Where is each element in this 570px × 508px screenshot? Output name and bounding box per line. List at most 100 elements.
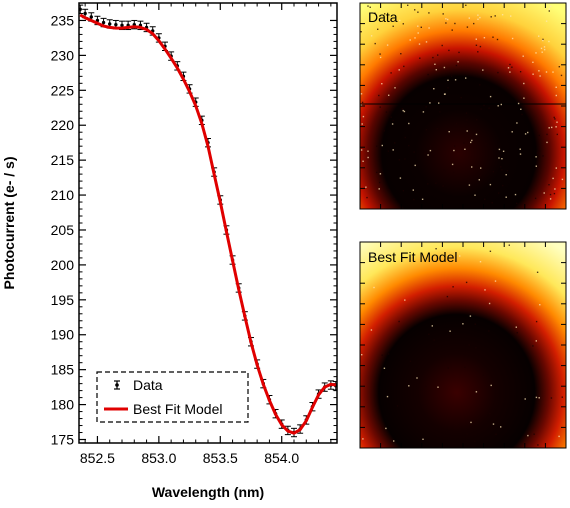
- noise-pixel: [425, 385, 427, 387]
- noise-pixel: [545, 20, 548, 22]
- noise-pixel: [445, 18, 447, 20]
- noise-pixel: [500, 103, 502, 106]
- noise-pixel: [431, 325, 433, 327]
- noise-pixel: [425, 41, 428, 43]
- noise-pixel: [454, 79, 457, 81]
- noise-pixel: [556, 121, 558, 123]
- noise-pixel: [428, 27, 430, 29]
- model-image: [360, 242, 566, 448]
- noise-pixel: [550, 397, 553, 399]
- noise-pixel: [392, 119, 394, 122]
- y-tick-label: 225: [51, 82, 75, 98]
- noise-pixel: [501, 158, 503, 160]
- noise-pixel: [369, 6, 371, 8]
- noise-pixel: [479, 84, 481, 86]
- noise-pixel: [459, 255, 461, 257]
- noise-pixel: [548, 127, 550, 129]
- noise-pixel: [454, 145, 456, 147]
- noise-pixel: [390, 72, 392, 74]
- noise-pixel: [545, 71, 548, 73]
- noise-pixel: [414, 37, 416, 39]
- noise-pixel: [427, 183, 429, 185]
- noise-pixel: [366, 196, 368, 199]
- noise-pixel: [457, 61, 459, 63]
- noise-pixel: [509, 63, 511, 66]
- noise-pixel: [543, 192, 545, 194]
- noise-pixel: [361, 101, 364, 104]
- noise-pixel: [465, 77, 467, 79]
- noise-pixel: [370, 329, 373, 331]
- noise-pixel: [439, 111, 441, 113]
- noise-pixel: [489, 412, 491, 415]
- y-tick-label: 195: [51, 292, 75, 308]
- noise-pixel: [554, 188, 556, 190]
- noise-pixel: [448, 49, 450, 52]
- noise-pixel: [538, 70, 540, 72]
- noise-pixel: [449, 330, 451, 332]
- noise-pixel: [447, 87, 449, 89]
- noise-pixel: [391, 123, 394, 125]
- noise-pixel: [433, 339, 435, 341]
- noise-pixel: [535, 165, 537, 167]
- noise-pixel: [479, 261, 482, 263]
- noise-pixel: [416, 164, 418, 166]
- noise-pixel: [500, 166, 502, 168]
- noise-pixel: [549, 198, 552, 200]
- noise-pixel: [387, 353, 390, 355]
- noise-pixel: [500, 426, 502, 428]
- noise-pixel: [471, 166, 473, 168]
- noise-pixel: [379, 56, 382, 59]
- noise-pixel: [417, 11, 419, 13]
- noise-pixel: [479, 175, 481, 177]
- best-fit-line: [79, 13, 337, 435]
- noise-pixel: [388, 189, 390, 191]
- noise-pixel: [552, 71, 554, 73]
- noise-pixel: [385, 111, 388, 113]
- y-tick-label: 215: [51, 152, 75, 168]
- noise-pixel: [398, 69, 400, 71]
- noise-pixel: [475, 44, 478, 46]
- noise-pixel: [511, 131, 513, 133]
- noise-pixel: [432, 56, 434, 59]
- x-axis-label: Wavelength (nm): [152, 484, 264, 500]
- noise-pixel: [403, 110, 406, 113]
- noise-pixel: [541, 51, 543, 53]
- noise-pixel: [390, 116, 392, 118]
- noise-pixel: [408, 122, 410, 125]
- noise-pixel: [511, 37, 514, 40]
- noise-pixel: [367, 156, 369, 159]
- noise-pixel: [412, 189, 414, 191]
- noise-pixel: [451, 163, 454, 166]
- noise-pixel: [448, 131, 450, 133]
- noise-pixel: [536, 152, 539, 154]
- noise-pixel: [437, 386, 439, 388]
- noise-pixel: [543, 46, 546, 48]
- noise-pixel: [535, 156, 537, 158]
- noise-pixel: [492, 36, 494, 38]
- noise-pixel: [392, 25, 394, 27]
- noise-pixel: [497, 71, 499, 74]
- noise-pixel: [450, 73, 453, 75]
- y-tick-label: 235: [51, 12, 75, 28]
- noise-pixel: [462, 175, 465, 177]
- noise-pixel: [360, 104, 363, 106]
- noise-pixel: [474, 323, 476, 325]
- noise-pixel: [443, 169, 445, 171]
- y-axis-label: Photocurrent (e- / s): [1, 156, 17, 289]
- noise-pixel: [373, 12, 375, 14]
- noise-pixel: [460, 96, 462, 99]
- noise-pixel: [532, 345, 534, 347]
- x-tick-label: 852.5: [80, 450, 115, 466]
- noise-pixel: [484, 289, 486, 291]
- noise-pixel: [447, 18, 449, 21]
- noise-pixel: [442, 185, 444, 187]
- noise-pixel: [477, 14, 479, 16]
- noise-pixel: [510, 15, 512, 17]
- noise-pixel: [494, 280, 497, 282]
- noise-pixel: [480, 108, 482, 110]
- noise-pixel: [373, 286, 375, 289]
- noise-pixel: [524, 133, 527, 135]
- noise-pixel: [488, 107, 490, 109]
- noise-pixel: [542, 155, 544, 157]
- noise-pixel: [548, 184, 550, 186]
